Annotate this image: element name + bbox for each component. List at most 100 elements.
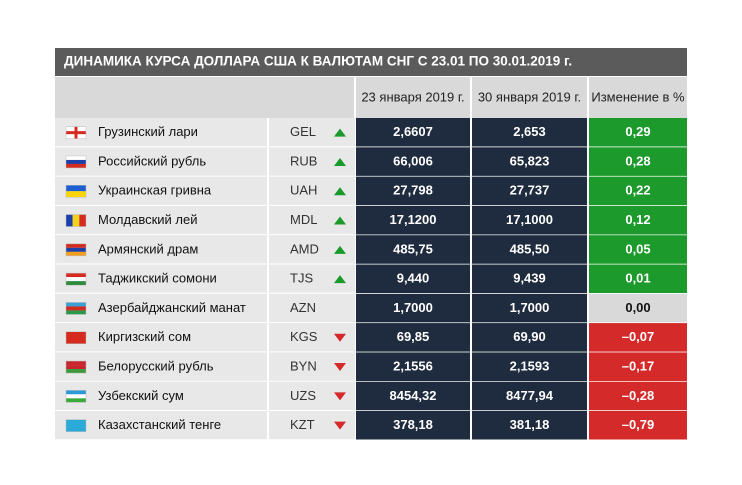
value-cell bbox=[356, 147, 470, 177]
value-cell bbox=[356, 176, 470, 206]
change: 0,28 bbox=[625, 153, 650, 168]
change-cell bbox=[589, 323, 687, 353]
value-cell bbox=[356, 264, 470, 294]
flag-border bbox=[65, 272, 87, 286]
title-bar bbox=[55, 48, 687, 76]
flag bbox=[66, 185, 86, 192]
value-cell bbox=[356, 381, 470, 411]
value-cell bbox=[472, 293, 587, 324]
value: 27,798 bbox=[393, 183, 433, 198]
value-cell bbox=[472, 264, 587, 294]
currency-name: Украинская гривна bbox=[98, 183, 212, 198]
flag bbox=[66, 398, 86, 403]
flag bbox=[66, 163, 86, 168]
value: 66,006 bbox=[393, 153, 433, 168]
change: 0,00 bbox=[625, 300, 650, 315]
flag bbox=[66, 159, 86, 164]
currency-name: Грузинский лари bbox=[98, 124, 198, 139]
change: –0,79 bbox=[622, 417, 655, 432]
value-cell bbox=[356, 235, 470, 265]
flag-border bbox=[65, 214, 87, 227]
value: 9,439 bbox=[513, 271, 546, 286]
arrow-up bbox=[334, 275, 346, 284]
change-cell bbox=[589, 205, 687, 236]
value: 2,1556 bbox=[393, 358, 433, 373]
currency-code: AMD bbox=[290, 241, 319, 256]
currency-code: GEL bbox=[290, 124, 316, 139]
change: 0,29 bbox=[625, 124, 650, 139]
value: 485,75 bbox=[393, 241, 433, 256]
arrow-down bbox=[334, 421, 346, 430]
flag-border bbox=[65, 302, 87, 315]
change-cell bbox=[589, 235, 687, 265]
value: 2,6607 bbox=[393, 124, 433, 139]
currency-name: Армянский драм bbox=[98, 241, 198, 256]
change: 0,22 bbox=[625, 183, 650, 198]
change-cell bbox=[589, 118, 687, 148]
value: 381,18 bbox=[510, 417, 550, 432]
flag bbox=[79, 214, 86, 227]
column-header: 23 января 2019 г. bbox=[361, 89, 464, 104]
value: 8454,32 bbox=[390, 388, 437, 403]
flag bbox=[66, 419, 86, 432]
value-cell bbox=[356, 411, 470, 441]
flag-border bbox=[65, 419, 87, 432]
change: 0,05 bbox=[625, 241, 650, 256]
row-label-bg bbox=[55, 176, 355, 206]
currency-code: AZN bbox=[290, 300, 316, 315]
row-label-bg bbox=[55, 235, 355, 265]
arrow-up bbox=[334, 128, 346, 137]
change-cell bbox=[589, 381, 687, 411]
currency-code: UAH bbox=[290, 183, 317, 198]
value-cell bbox=[356, 352, 470, 382]
flag bbox=[66, 281, 86, 286]
currency-name: Киргизский сом bbox=[98, 329, 191, 344]
value-cell bbox=[472, 176, 587, 206]
flag-border bbox=[65, 126, 87, 139]
arrow-up bbox=[334, 245, 346, 254]
value-cell bbox=[356, 323, 470, 353]
currency-code: KZT bbox=[290, 417, 315, 432]
flag bbox=[66, 214, 73, 227]
row-label-bg bbox=[55, 147, 355, 177]
flag-border bbox=[65, 390, 87, 403]
change-cell bbox=[589, 352, 687, 382]
row-label-bg bbox=[55, 381, 355, 411]
currency-code: UZS bbox=[290, 388, 316, 403]
value-cell bbox=[472, 381, 587, 411]
change-cell bbox=[589, 147, 687, 177]
row-label-bg bbox=[55, 205, 355, 236]
flag bbox=[66, 310, 86, 315]
currency-code: KGS bbox=[290, 329, 318, 344]
flag bbox=[66, 331, 86, 344]
value: 9,440 bbox=[397, 271, 430, 286]
arrow-up bbox=[334, 157, 346, 166]
row-label-bg bbox=[55, 264, 355, 294]
flag bbox=[66, 394, 86, 399]
value: 485,50 bbox=[510, 241, 550, 256]
value: 1,7000 bbox=[510, 300, 550, 315]
flag bbox=[72, 214, 80, 227]
currency-name: Узбекский сум bbox=[98, 388, 184, 403]
value-cell bbox=[472, 118, 587, 148]
currency-code: MDL bbox=[290, 212, 317, 227]
flag bbox=[66, 369, 86, 374]
change-cell bbox=[589, 293, 687, 324]
value-cell bbox=[472, 352, 587, 382]
row-label-bg bbox=[55, 323, 355, 353]
arrow-down bbox=[334, 363, 346, 372]
row-label-bg bbox=[55, 293, 355, 324]
title: ДИНАМИКА КУРСА ДОЛЛАРА США К ВАЛЮТАМ СНГ… bbox=[64, 54, 572, 69]
currency-name: Таджикский сомони bbox=[98, 271, 217, 286]
value-cell bbox=[472, 411, 587, 441]
flag bbox=[66, 365, 86, 370]
value-cell bbox=[472, 205, 587, 236]
value: 1,7000 bbox=[393, 300, 433, 315]
value: 65,823 bbox=[510, 153, 550, 168]
currency-code: RUB bbox=[290, 153, 317, 168]
flag bbox=[66, 251, 86, 256]
arrow-down bbox=[334, 392, 346, 401]
change: 0,12 bbox=[625, 212, 650, 227]
header-row bbox=[55, 77, 687, 118]
